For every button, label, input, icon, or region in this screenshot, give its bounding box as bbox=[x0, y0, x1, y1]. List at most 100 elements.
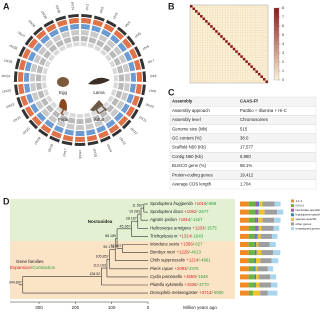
chromosome-label: chr5 bbox=[134, 31, 142, 38]
bar-segment bbox=[248, 242, 255, 247]
circos-track bbox=[80, 42, 87, 47]
species-name: Chilo suppressalis bbox=[150, 258, 186, 263]
circos-track bbox=[14, 71, 18, 83]
circos-track bbox=[89, 31, 99, 39]
circos-track bbox=[20, 95, 29, 107]
bar-segment bbox=[240, 225, 249, 231]
colorbar-label: 5 bbox=[282, 33, 284, 37]
circos-track bbox=[28, 119, 39, 130]
bar-segment bbox=[274, 201, 281, 207]
colorbar-label: 6 bbox=[282, 24, 284, 28]
chromosome-label: chr8 bbox=[150, 74, 157, 78]
circos-track bbox=[116, 100, 125, 110]
bar-segment bbox=[256, 217, 259, 223]
circos-track bbox=[62, 110, 70, 117]
gene-contraction: /-1575 bbox=[204, 225, 217, 230]
circos-track bbox=[107, 95, 114, 103]
circos-track bbox=[93, 15, 105, 22]
bar-segment bbox=[257, 266, 268, 272]
table-key: GC content (%) bbox=[172, 136, 202, 141]
species-label: Cydia pomonella +1559/-1548 bbox=[150, 274, 208, 279]
species-name: Plutella xylostella bbox=[150, 282, 184, 287]
bar-segment bbox=[273, 225, 280, 231]
circos-track bbox=[110, 89, 117, 97]
bar-segment bbox=[255, 282, 260, 288]
bar-segment bbox=[255, 266, 258, 272]
legend-label: species-specific bbox=[296, 217, 318, 221]
circos-track bbox=[136, 71, 142, 82]
circos-track bbox=[123, 83, 130, 92]
table-key: BUSCO gene (%) bbox=[172, 163, 206, 168]
circos-track bbox=[30, 83, 37, 92]
circos-track bbox=[30, 73, 36, 82]
circos-track bbox=[116, 65, 124, 74]
circos-track bbox=[33, 26, 43, 36]
gene-expansion: +1314 bbox=[179, 234, 192, 239]
chromosome-label: chr22 bbox=[6, 102, 15, 109]
species-label: Manduca sexta +1356/-627 bbox=[150, 242, 203, 247]
circos-track bbox=[35, 100, 44, 110]
circos-track bbox=[108, 123, 120, 134]
gene-contraction: /-6000 bbox=[211, 290, 224, 295]
circos-track bbox=[59, 114, 68, 122]
species-name: Manduca sexta bbox=[150, 242, 180, 247]
chromosome-label: chr13 bbox=[118, 136, 126, 145]
chromosome-label: chr18 bbox=[47, 143, 54, 152]
table-value: 38.0 bbox=[240, 136, 249, 141]
bar-segment bbox=[254, 242, 257, 247]
circos-track bbox=[80, 30, 90, 36]
circos-track bbox=[99, 49, 108, 57]
bar-segment bbox=[257, 201, 259, 207]
circos-track bbox=[31, 115, 43, 127]
circos-track bbox=[130, 72, 137, 82]
circos-track bbox=[36, 82, 43, 91]
table-key: Genome size (Mb) bbox=[172, 126, 208, 131]
circos-track bbox=[128, 48, 138, 60]
circos-track bbox=[33, 42, 43, 53]
heatmap-cell bbox=[250, 65, 253, 68]
legend-swatch bbox=[291, 204, 294, 208]
table-key: Protein-coding genes bbox=[172, 172, 213, 177]
chromosome-label: chr15 bbox=[92, 148, 98, 157]
bar-segment bbox=[256, 274, 260, 280]
clade-label: Noctuoidea bbox=[88, 219, 113, 224]
legend-swatch bbox=[291, 199, 294, 203]
circos-track bbox=[105, 54, 112, 62]
table-value: 515 bbox=[240, 126, 248, 131]
chromosome-label: chr31 bbox=[70, 2, 75, 11]
circos-track bbox=[35, 29, 47, 40]
gene-contraction: /-3770 bbox=[197, 282, 210, 287]
table-key: Assembly level bbox=[172, 117, 201, 122]
colorbar-label: 1 bbox=[282, 69, 284, 73]
bar-segment bbox=[248, 250, 255, 256]
circos-track bbox=[31, 92, 40, 102]
bar-segment bbox=[260, 258, 272, 264]
circos-track bbox=[24, 61, 32, 72]
circos-track bbox=[45, 104, 55, 113]
node-age: 85.189 bbox=[105, 234, 116, 238]
legend-text: Expansion/Contraction bbox=[10, 265, 56, 270]
circos-track bbox=[30, 63, 38, 73]
adult-icon bbox=[90, 100, 108, 114]
stage-label: Egg bbox=[59, 90, 68, 95]
circos-track bbox=[69, 112, 76, 118]
circos-track bbox=[24, 35, 34, 46]
colorbar-label: 2 bbox=[282, 60, 284, 64]
circos-track bbox=[40, 34, 51, 45]
heatmap-cell bbox=[242, 57, 246, 61]
clade-band bbox=[10, 199, 235, 241]
circos-track bbox=[126, 35, 136, 46]
circos-track bbox=[97, 106, 105, 113]
legend-swatch bbox=[291, 208, 294, 212]
bar-segment bbox=[262, 217, 275, 223]
bar-segment bbox=[258, 225, 262, 231]
heatmap-cell bbox=[225, 40, 228, 43]
circos-track bbox=[117, 26, 127, 36]
bar-segment bbox=[240, 266, 249, 272]
circos-track bbox=[75, 124, 85, 131]
bar-segment bbox=[270, 274, 277, 280]
colorbar-label: 0 bbox=[282, 78, 284, 82]
circos-track bbox=[118, 54, 127, 64]
heatmap-cell bbox=[245, 60, 248, 63]
panel-label: D bbox=[3, 196, 10, 206]
